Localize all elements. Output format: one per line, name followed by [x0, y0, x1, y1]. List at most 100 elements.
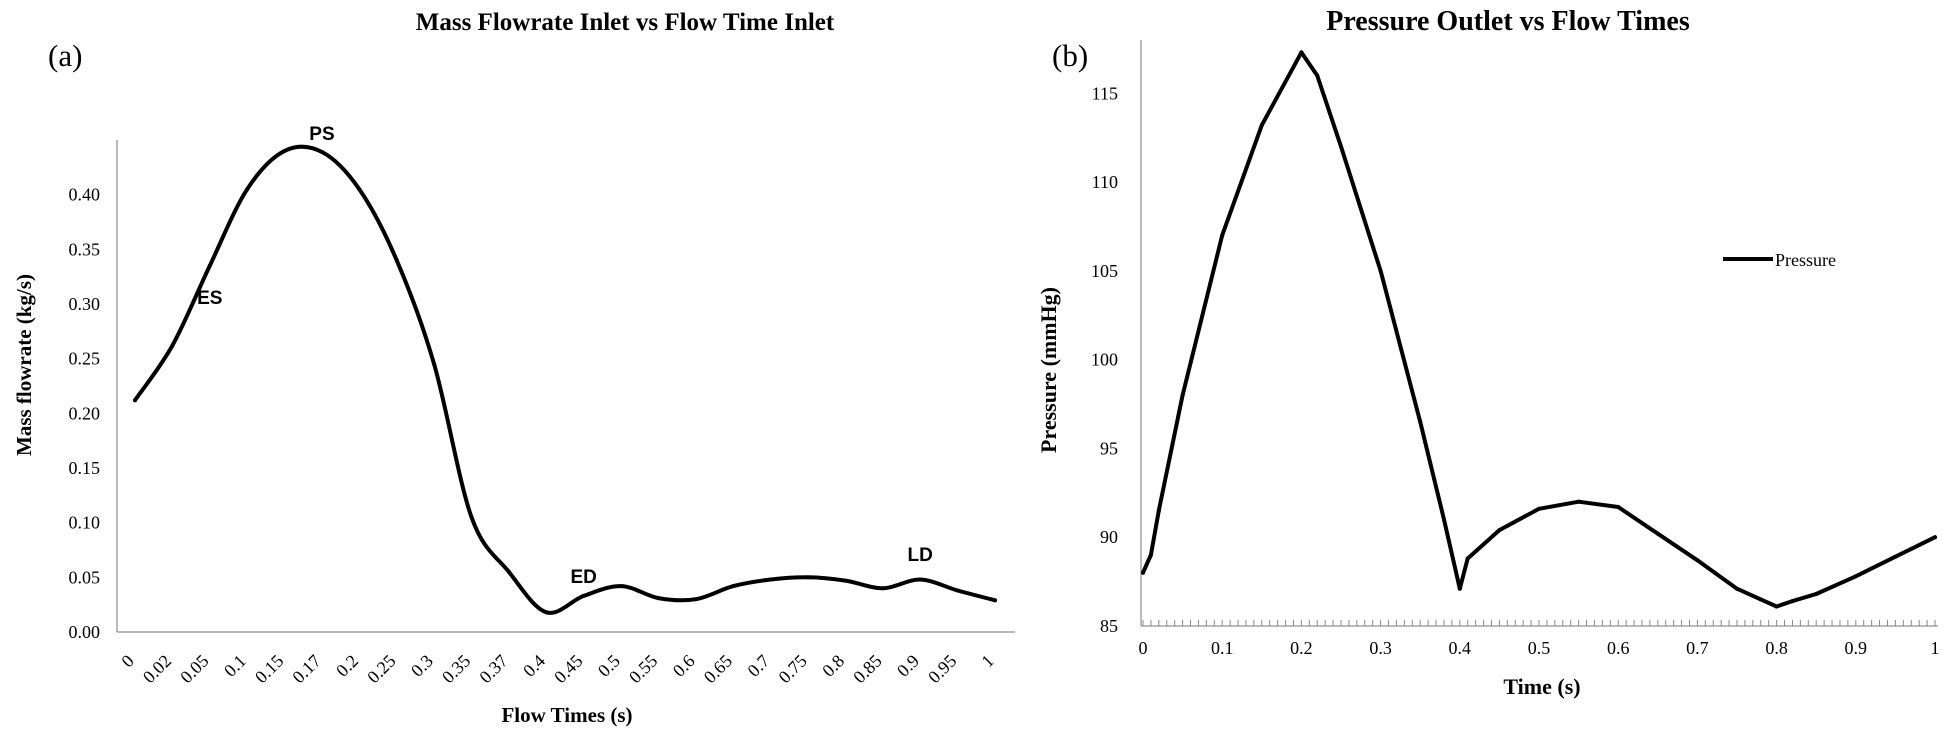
- panel-b-data-point: [1853, 574, 1858, 579]
- panel-a-y-tick-label: 0.20: [69, 403, 101, 423]
- panel-a-x-tick-label: 0.55: [625, 651, 661, 687]
- panel-a-x-tick-label: 0.8: [818, 651, 848, 681]
- panel-a-data-point: [170, 343, 175, 348]
- panel-a-y-tick-label: 0.00: [69, 622, 101, 642]
- panel-b-x-tick-label: 0.3: [1369, 638, 1392, 658]
- panel-a-x-tick-label: 0.75: [774, 651, 810, 687]
- panel-b-y-tick-label: 95: [1100, 438, 1118, 458]
- panel-a-annotation-ps: PS: [309, 124, 334, 145]
- panel-a-data-point: [918, 577, 923, 582]
- panel-a-y-tick-label: 0.15: [69, 458, 101, 478]
- panel-a-x-tick-label: 0.95: [924, 651, 960, 687]
- panel-b-data-point: [1378, 268, 1383, 273]
- panel-a-data-point: [357, 187, 362, 192]
- panel-a-y-tick-label: 0.40: [69, 185, 101, 205]
- panel-a-x-tick-label: 0.9: [893, 651, 923, 681]
- panel-a-x-tick-label: 0: [117, 651, 138, 672]
- panel-a-x-tick-label: 0.05: [176, 651, 212, 687]
- panel-b-data-point: [1893, 554, 1898, 559]
- panel-b-y-tick-label: 90: [1100, 527, 1118, 547]
- panel-a-data-point: [693, 597, 698, 602]
- panel-b-data-point: [1655, 531, 1660, 536]
- panel-b-series-line-pressure: [1141, 50, 1937, 609]
- panel-b-data-point: [1339, 144, 1343, 149]
- panel-a-annotation-ed: ED: [570, 567, 596, 588]
- panel-b-data-point: [1616, 505, 1621, 510]
- panel-b-y-tick-label: 115: [1092, 83, 1118, 103]
- panel-b-data-point: [1259, 123, 1264, 128]
- panel-a-x-tick-label: 0.17: [288, 651, 324, 687]
- panel-a-x-tick-label: 0.25: [363, 651, 399, 687]
- panel-a-x-tick-label: 0.85: [849, 651, 885, 687]
- panel-a-data-point: [506, 569, 511, 574]
- panel-b-title: Pressure Outlet vs Flow Times: [1326, 6, 1690, 37]
- panel-b-data-point: [1220, 233, 1225, 238]
- panel-b-data-point: [1695, 558, 1700, 563]
- panel-a-x-tick-label: 0.7: [743, 651, 773, 681]
- panel-a-x-tick-label: 1: [977, 651, 998, 672]
- panel-a-data-point: [768, 577, 773, 582]
- panel-a-data-point: [245, 187, 250, 192]
- panel-b-data-point: [1735, 586, 1739, 591]
- panel-b-data-point: [1576, 499, 1581, 504]
- panel-a-x-tick-label: 0.1: [220, 651, 250, 681]
- panel-b-data-point: [1180, 393, 1185, 398]
- panel-b-data-point: [1537, 506, 1541, 511]
- panel-b-y-tick-label: 105: [1091, 261, 1118, 281]
- panel-b-x-tick-label: 0.6: [1607, 638, 1630, 658]
- panel-a-series-line-mass-flowrate: [133, 144, 997, 615]
- panel-a-data-point: [993, 598, 997, 603]
- panel-b-data-point: [1299, 50, 1304, 55]
- panel-a-mass-flowrate-chart: (a) Mass Flowrate Inlet vs Flow Time Inl…: [12, 9, 1015, 727]
- panel-b-pressure-chart: (b) Pressure Outlet vs Flow Times Pressu…: [1036, 6, 1940, 699]
- panel-b-data-point: [1418, 419, 1423, 424]
- panel-a-x-axis-label: Flow Times (s): [501, 703, 632, 727]
- panel-b-x-tick-label: 0.4: [1449, 638, 1472, 658]
- panel-a-y-tick-label: 0.25: [69, 349, 101, 369]
- panel-a-x-tick-label: 0.3: [407, 651, 437, 681]
- panel-b-data-point: [1457, 586, 1462, 591]
- panel-a-data-point: [880, 586, 885, 591]
- panel-b-data-point: [1933, 535, 1937, 540]
- panel-a-data-point: [207, 263, 212, 268]
- panel-a-data-point: [806, 575, 811, 580]
- panel-a-x-tick-label: 0.65: [700, 651, 736, 687]
- panel-b-data-point: [1814, 592, 1819, 597]
- panel-b-data-point: [1497, 528, 1502, 533]
- panel-a-data-point: [955, 588, 960, 593]
- panel-b-data-point: [1465, 556, 1470, 561]
- panel-a-y-tick-label: 0.30: [69, 294, 101, 314]
- panel-a-data-point: [581, 593, 586, 598]
- panel-a-x-tick-label: 0.4: [519, 651, 549, 681]
- panel-b-label: (b): [1052, 38, 1088, 73]
- panel-b-data-point: [1441, 517, 1446, 522]
- panel-a-x-tick-label: 0.37: [475, 651, 511, 687]
- panel-a-annotation-es: ES: [197, 288, 222, 309]
- panel-b-y-tick-label: 110: [1092, 172, 1118, 192]
- panel-b-x-tick-label: 0.9: [1845, 638, 1868, 658]
- panel-a-data-point: [619, 584, 624, 589]
- panel-a-y-tick-label: 0.35: [69, 239, 101, 259]
- panel-b-legend: Pressure: [1723, 250, 1836, 270]
- panel-a-x-tick-label: 0.2: [332, 651, 362, 681]
- panel-a-data-point: [319, 150, 324, 155]
- panel-a-y-axis-label: Mass flowrate (kg/s): [12, 274, 36, 456]
- panel-b-legend-label: Pressure: [1775, 250, 1836, 270]
- panel-a-data-point: [656, 596, 661, 601]
- panel-a-title: Mass Flowrate Inlet vs Flow Time Inlet: [416, 9, 835, 36]
- panel-b-x-tick-label: 0.5: [1528, 638, 1551, 658]
- panel-b-x-tick-label: 0: [1139, 638, 1148, 658]
- panel-b-data-point: [1790, 599, 1795, 604]
- panel-b-x-axis-label: Time (s): [1503, 674, 1580, 699]
- panel-a-x-tick-label: 0.45: [550, 651, 586, 687]
- panel-a-data-point: [394, 258, 399, 263]
- panel-a-annotation-ld: LD: [908, 545, 933, 566]
- panel-a-data-point: [843, 578, 848, 583]
- panel-a-data-point: [282, 148, 287, 153]
- panel-b-y-tick-label: 100: [1091, 350, 1118, 370]
- panel-a-label: (a): [48, 38, 82, 73]
- panel-a-x-tick-label: 0.02: [139, 651, 175, 687]
- panel-a-x-tick-label: 0.6: [669, 651, 699, 681]
- panel-b-x-tick-label: 0.2: [1290, 638, 1313, 658]
- panel-b-data-point: [1141, 570, 1145, 575]
